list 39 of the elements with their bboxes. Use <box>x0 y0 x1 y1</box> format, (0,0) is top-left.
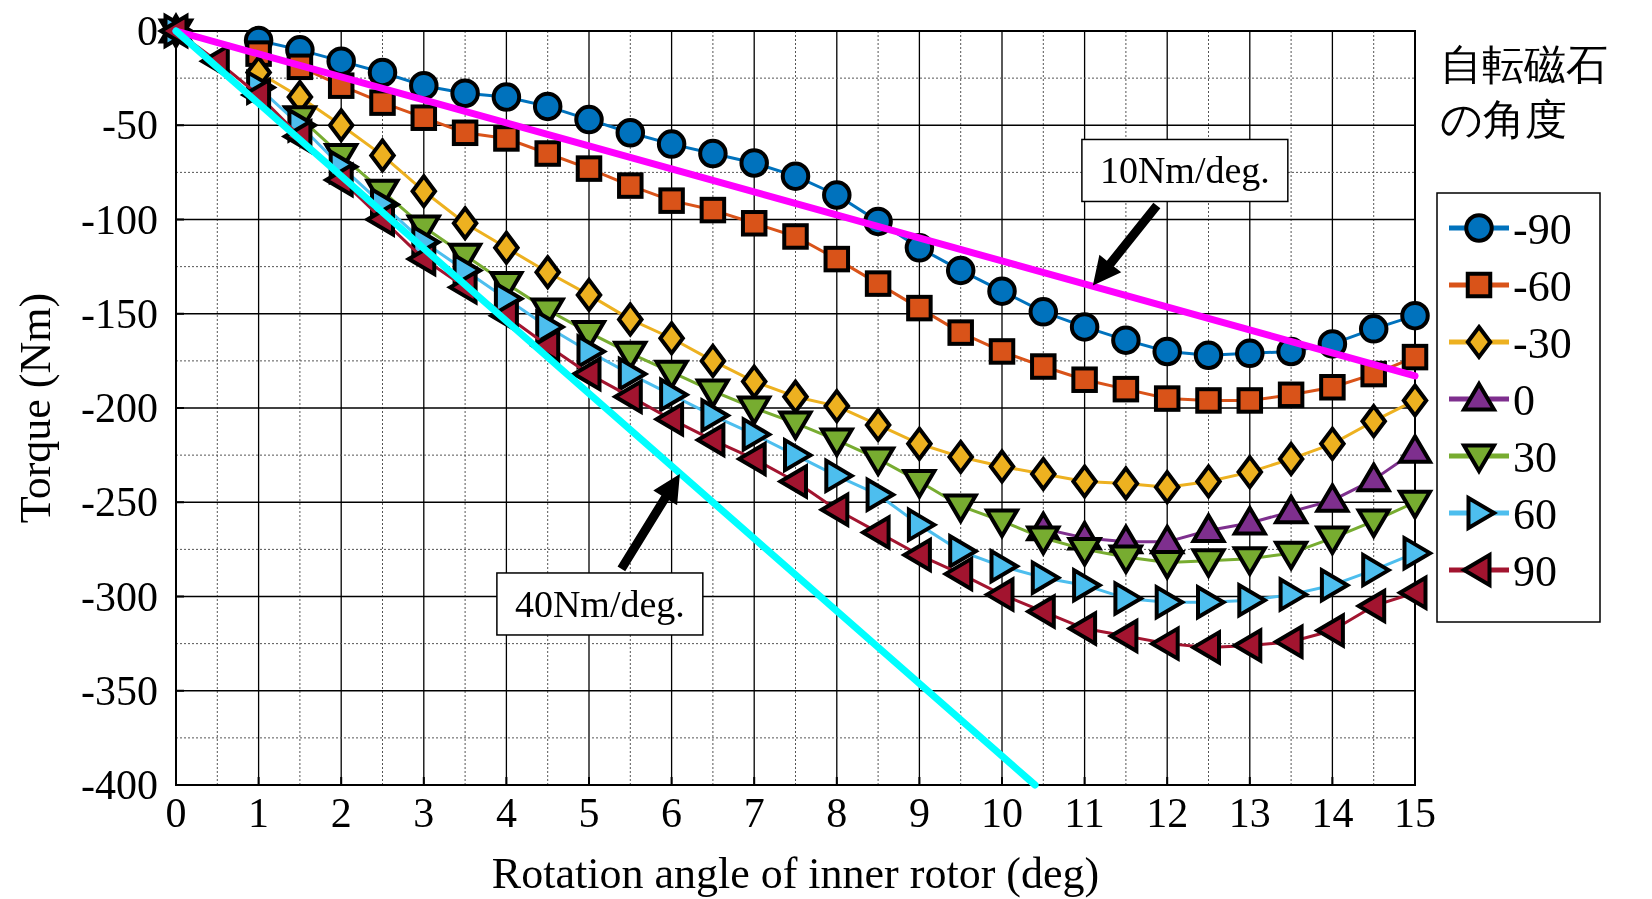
annotation: 40Nm/deg. <box>514 582 685 625</box>
x-tick-label: 12 <box>1146 790 1189 836</box>
legend-label: 60 <box>1513 490 1557 539</box>
legend-label: 30 <box>1513 433 1557 482</box>
y-tick-label: -400 <box>81 762 158 808</box>
x-tick-label: 7 <box>743 790 765 836</box>
x-tick-label: 6 <box>661 790 683 836</box>
x-tick-label: 14 <box>1311 790 1354 836</box>
y-tick-label: -200 <box>81 385 158 431</box>
x-tick-label: 8 <box>826 790 848 836</box>
y-axis-title: Torque (Nm) <box>11 292 60 524</box>
legend-label: 90 <box>1513 547 1557 596</box>
annotation: 10Nm/deg. <box>1081 138 1289 286</box>
x-tick-label: 1 <box>248 790 270 836</box>
legend-label: -60 <box>1513 262 1572 311</box>
y-tick-label: -100 <box>81 196 158 243</box>
y-tick-label: -350 <box>81 667 158 714</box>
x-tick-label: 15 <box>1394 790 1436 836</box>
x-tick-label: 5 <box>578 790 600 836</box>
x-tick-label: 10 <box>981 790 1023 836</box>
y-tick-label: -300 <box>81 573 158 620</box>
x-tick-label: 11 <box>1064 790 1105 836</box>
x-tick-label: 4 <box>495 790 517 836</box>
x-tick-label: 3 <box>413 790 435 836</box>
legend-label: 0 <box>1513 376 1535 425</box>
annotation: 40Nm/deg. <box>496 474 704 636</box>
x-tick-label: 2 <box>330 790 352 836</box>
y-tick-label: -50 <box>102 102 158 149</box>
legend-label: -30 <box>1513 319 1572 368</box>
x-axis-title: Rotation angle of inner rotor (deg) <box>491 849 1100 898</box>
y-tick-label: -250 <box>81 479 158 526</box>
y-tick-label: 0 <box>137 8 158 54</box>
legend-title: 自転磁石の角度 <box>1440 39 1609 146</box>
annotation: 10Nm/deg. <box>1099 149 1270 192</box>
legend-label: -90 <box>1513 205 1572 254</box>
x-tick-label: 0 <box>165 790 187 836</box>
y-tick-label: -150 <box>81 290 158 337</box>
x-tick-label: 9 <box>908 790 930 836</box>
x-tick-label: 13 <box>1228 790 1271 836</box>
